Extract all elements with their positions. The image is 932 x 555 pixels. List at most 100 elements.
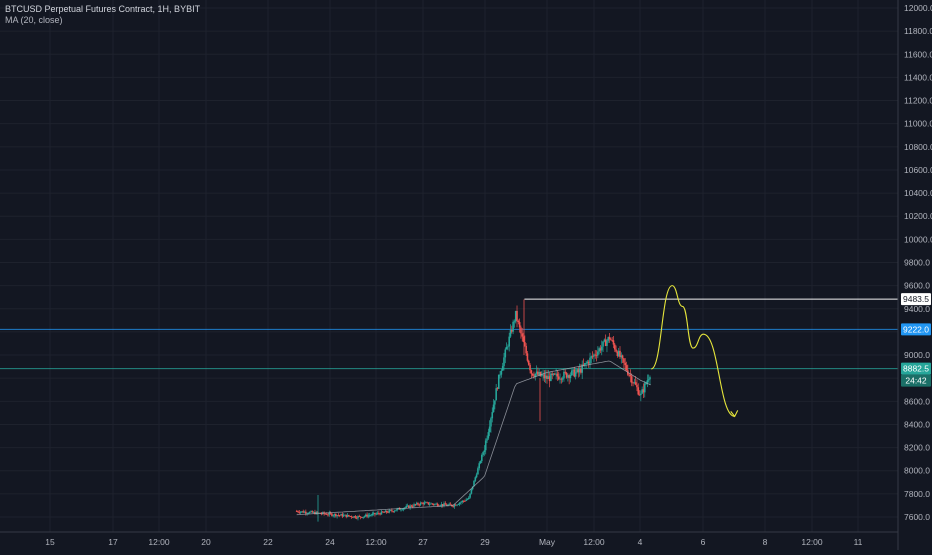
candle-body [475,474,478,478]
candle-body [595,355,598,357]
candle-body [621,355,624,359]
price-tag-label: 24:42 [905,376,927,386]
price-tick-label: 8600.0 [904,396,930,406]
candle-body [500,370,503,375]
chart-header: BTCUSD Perpetual Futures Contract, 1H, B… [5,4,200,26]
candle-body [547,376,550,380]
projection-drawing [650,285,739,418]
candle-body [649,377,651,380]
candle-body [612,340,615,345]
candle-body [314,511,316,515]
candle-body [461,500,464,503]
candle-body [491,412,494,419]
candle-body [590,356,593,358]
time-tick-label: May [539,537,556,547]
candle-body [584,363,586,366]
projection-arrowhead [730,410,739,418]
time-axis[interactable]: 15 17 12:00 20 22 24 12:00 27 29 May 12:00 4 6 8 12:00… [0,531,898,547]
ma-line [296,360,651,516]
price-tick-label: 12000.0 [904,3,932,13]
candle-body [514,310,517,322]
candle-body [401,509,404,511]
candle-body [534,373,537,377]
candle-body [342,515,345,517]
candle-body [484,440,487,451]
time-tick-label: 12:00 [148,537,170,547]
candle-body [361,517,363,518]
candle-body [492,404,495,413]
candle-body [440,504,443,506]
candle-body [529,364,531,371]
price-tick-label: 8400.0 [904,419,930,429]
price-tag-bg [901,362,931,375]
candle-body [495,388,497,401]
candle-body [417,503,419,505]
candle-body [602,341,604,347]
candle-body [482,452,484,455]
candle-body [350,516,353,518]
candle-body [408,505,410,508]
candle-body [539,371,542,376]
price-tag: 8882.5 [901,362,931,375]
candle-body [341,514,344,517]
candle-body [329,512,332,514]
candle-body [525,345,527,354]
price-tick-label: 10800.0 [904,142,932,152]
candle-body [610,339,612,341]
candle-body [427,502,430,505]
price-tick-label: 10400.0 [904,188,932,198]
candle-body [636,384,638,388]
candle-body [544,375,547,379]
candle-body [325,514,328,515]
price-tag-label: 8882.5 [903,364,929,374]
candle-body [552,373,555,375]
candle-body [521,333,524,337]
candle-body [538,371,540,375]
candle-body [462,500,465,502]
candle-body [616,351,619,356]
candle-body [383,512,385,513]
time-tick-label: 8 [763,537,768,547]
candle-body [477,468,479,475]
candle-body [507,346,509,348]
symbol-title[interactable]: BTCUSD Perpetual Futures Contract, 1H, B… [5,4,201,14]
candle-body [574,372,577,377]
candle-body [599,348,602,351]
candle-body [531,373,534,376]
candle-body [303,511,306,513]
candle-body [537,371,539,375]
price-axis[interactable]: 12000.0 11800.0 11600.0 11400.0 11200.0 11000… [897,0,932,550]
candle-body [384,510,387,513]
candle-body [543,374,546,379]
candle-body [367,515,370,517]
candle-body [414,504,417,506]
candle-body [617,350,620,356]
price-tag-bg [901,323,931,336]
indicator-legend[interactable]: MA (20, close) [5,15,63,25]
candle-body [634,382,637,385]
candle-body [473,480,475,487]
candle-body [380,511,383,515]
candle-body [623,358,625,363]
candle-body [563,371,565,379]
candle-body [346,514,349,518]
candle-body [419,502,422,505]
candle-body [550,373,552,381]
time-tick-label: 17 [108,537,118,547]
candle-body [394,510,397,512]
candle-body [608,337,611,340]
price-tick-label: 8200.0 [904,443,930,453]
candle-body [396,508,398,511]
candle-body [633,382,636,384]
candle-body [393,510,396,512]
candle-body [389,510,392,512]
candle-body [436,503,439,506]
candle-body [302,511,305,513]
candle-body [542,374,544,376]
candle-body [324,513,327,515]
candle-body [518,322,521,328]
candle-body [301,511,303,513]
candle-body [637,387,640,395]
